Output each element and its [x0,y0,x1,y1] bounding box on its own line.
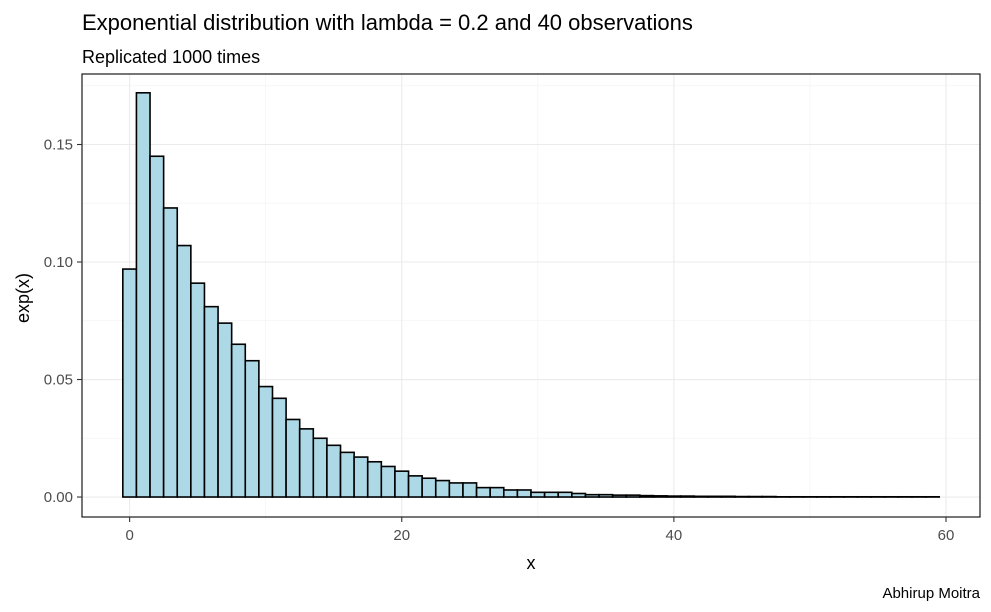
histogram-bar [176,244,192,498]
histogram-bar [693,495,709,498]
x-axis-title: x [527,553,536,573]
x-tick-label: 20 [393,527,410,544]
histogram-bar [652,495,668,498]
x-tick-label: 0 [125,527,133,544]
histogram-bar [394,470,410,498]
histogram-bar [285,418,301,498]
x-tick-label: 60 [938,527,955,544]
histogram-bar [122,268,138,498]
histogram-bar [190,282,206,498]
y-tick-label: 0.10 [44,254,73,271]
histogram-bar [720,495,736,498]
histogram-bar [271,397,287,498]
y-tick-label: 0.05 [44,372,73,389]
histogram-bar [489,486,505,498]
histogram-bar [258,385,274,498]
histogram-bar [707,495,723,498]
histogram-bar [679,495,696,498]
histogram-bar [135,92,151,498]
histogram-bar [203,305,219,498]
y-axis-title: exp(x) [13,273,33,323]
histogram-bar [625,494,641,498]
histogram-bar [366,460,383,498]
histogram-bar [639,494,655,498]
chart-caption: Abhirup Moitra [882,585,980,602]
histogram-bar [571,492,587,498]
histogram-bar [598,493,614,498]
y-tick-label: 0.15 [44,137,73,154]
histogram-bar [312,437,328,498]
panel-border [81,73,981,518]
y-axis: 0.00 0.05 0.10 0.15 [44,137,82,506]
histogram-bar [421,477,437,498]
histogram-bar [149,155,165,498]
histogram-bar [339,451,355,498]
histogram-bar [543,491,560,498]
histogram-bar [230,343,247,498]
histogram-bar [448,482,464,498]
histogram-bar [353,456,369,498]
histogram-bar [584,493,600,498]
histogram-bars [122,92,940,498]
histogram-bar [217,322,233,498]
x-tick-label: 40 [666,527,683,544]
histogram-bar [557,491,573,498]
y-tick-label: 0.00 [44,489,73,506]
histogram-bar [666,495,682,498]
chart-title: Exponential distribution with lambda = 0… [82,10,693,35]
histogram-bar [516,489,532,498]
histogram-bar [298,428,315,498]
histogram-bar [326,444,342,498]
histogram-bar [244,359,260,498]
histogram-bar [502,489,519,498]
histogram-bar [434,479,451,498]
chart-subtitle: Replicated 1000 times [82,47,260,67]
histogram-bar [530,491,546,498]
x-axis: 0 20 40 60 [125,517,954,544]
histogram-bar [380,465,396,498]
histogram-bar [462,482,478,498]
histogram-bar [162,207,179,498]
plot-panel [81,73,981,518]
histogram-bar [611,494,628,498]
histogram-bar [407,475,423,498]
histogram-bar [475,486,491,498]
